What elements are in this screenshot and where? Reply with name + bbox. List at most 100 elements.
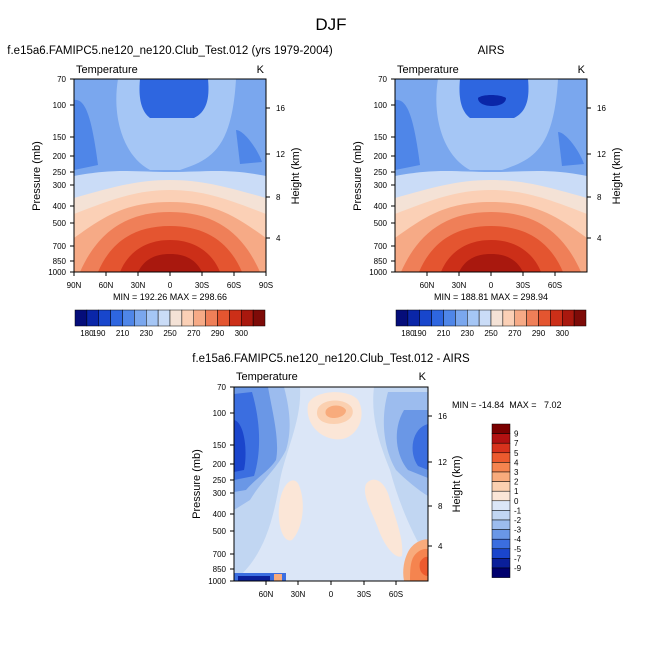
colorbar-label: -1 (514, 506, 522, 515)
contour-band (364, 479, 403, 557)
colorbar-swatch (98, 309, 111, 327)
colorbar-swatch (550, 309, 563, 327)
colorbar-swatch (490, 309, 504, 327)
contour-band (238, 576, 270, 581)
colorbar-label: 4 (514, 458, 519, 467)
y-tick-label: 250 (213, 476, 227, 485)
y-axis-title: Pressure (mb) (31, 141, 43, 211)
y-right-tick-label: 16 (276, 104, 285, 113)
colorbar-swatch (491, 423, 511, 434)
colorbar-swatch (502, 309, 515, 327)
colorbar-label: 2 (514, 478, 519, 487)
contour-band (558, 132, 584, 166)
y-tick-label: 70 (378, 75, 387, 84)
y-tick-label: 150 (53, 133, 67, 142)
x-tick-label: 30N (291, 590, 306, 599)
colorbar-swatch (491, 538, 511, 550)
x-tick-label: 30N (452, 281, 467, 290)
colorbar-label: 210 (437, 329, 451, 338)
min-max-stats: MIN = -14.84 MAX = 7.02 (452, 400, 562, 410)
colorbar-label: -7 (514, 554, 522, 563)
colorbar-swatch (134, 309, 147, 327)
colorbar-swatch (74, 309, 88, 327)
colorbar-label: 210 (116, 329, 130, 338)
contour-band (325, 405, 346, 418)
y-right-tick-label: 12 (438, 458, 447, 467)
y-right-tick-label: 8 (597, 193, 602, 202)
lat-axis: 60N 30N 0 30S 60S (259, 590, 403, 599)
colorbar-label: 270 (508, 329, 522, 338)
colorbar-label: -5 (514, 545, 522, 554)
y-tick-label: 700 (374, 242, 388, 251)
y-tick-label: 1000 (208, 577, 226, 586)
x-tick-label: 30S (195, 281, 209, 290)
y-right-tick-label: 8 (276, 193, 281, 202)
min-max-stats: MIN = 188.81 MAX = 298.94 (434, 292, 548, 302)
y-tick-label: 500 (53, 219, 67, 228)
y-right-axis-title: Height (km) (451, 456, 463, 513)
colorbar-label: 7 (514, 439, 519, 448)
colorbar-swatch (514, 309, 527, 327)
x-tick-label: 30N (131, 281, 146, 290)
colorbar-label: 290 (532, 329, 546, 338)
colorbar-swatch (407, 309, 420, 327)
x-tick-label: 30S (357, 590, 371, 599)
colorbar-swatch (491, 500, 511, 511)
colorbar-label: 190 (413, 329, 427, 338)
colorbar-swatch (491, 452, 511, 463)
colorbar-swatch (491, 481, 511, 492)
colorbar-label: -4 (514, 535, 522, 544)
height-axis: 16 12 8 4 (438, 412, 447, 551)
contour-band (139, 79, 209, 118)
contour-band (74, 99, 98, 170)
y-tick-label: 300 (374, 181, 388, 190)
colorbar-swatch (241, 309, 254, 327)
height-axis: 16 12 8 4 (276, 104, 285, 243)
panel-title: f.e15a6.FAMIPC5.ne120_ne120.Club_Test.01… (7, 45, 333, 57)
x-tick-label: 0 (489, 281, 494, 290)
y-right-tick-label: 16 (597, 104, 606, 113)
colorbar-label: 290 (211, 329, 225, 338)
y-tick-label: 70 (57, 75, 66, 84)
y-tick-label: 150 (213, 441, 227, 450)
y-tick-label: 700 (53, 242, 67, 251)
y-right-tick-label: 8 (438, 502, 443, 511)
colorbar-swatch (86, 309, 99, 327)
contour-band (412, 424, 428, 470)
colorbar-label: -2 (514, 516, 522, 525)
y-tick-label: 70 (217, 383, 226, 392)
colorbar-swatch (169, 309, 183, 327)
colorbar-swatch (252, 309, 266, 327)
contour-band (278, 480, 303, 541)
colorbar-label: 230 (140, 329, 154, 338)
colorbar-label: 190 (92, 329, 106, 338)
y-tick-label: 500 (213, 527, 227, 536)
colorbar-label: 300 (556, 329, 570, 338)
contour-band (274, 574, 282, 581)
y-tick-label: 100 (374, 101, 388, 110)
colorbar-swatch (538, 309, 551, 327)
units-label: K (257, 64, 265, 76)
y-tick-label: 500 (374, 219, 388, 228)
x-tick-label: 90N (67, 281, 82, 290)
colorbar-swatch (455, 309, 468, 327)
y-tick-label: 850 (53, 257, 67, 266)
pressure-axis: 70 100 150 200 250 300 400 500 700 850 1… (369, 75, 387, 277)
y-tick-label: 200 (213, 460, 227, 469)
colorbar-swatch (491, 567, 511, 578)
colorbar-swatch (146, 309, 159, 327)
contour-band (138, 254, 202, 272)
colorbar-swatch (443, 309, 456, 327)
variable-label: Temperature (76, 64, 138, 76)
x-tick-label: 60S (548, 281, 562, 290)
y-tick-label: 200 (374, 152, 388, 161)
y-tick-label: 1000 (48, 268, 66, 277)
y-tick-label: 400 (374, 202, 388, 211)
colorbar-label: 180 (401, 329, 415, 338)
colorbar-swatch (491, 519, 511, 530)
colorbar-label: -9 (514, 564, 522, 573)
colorbar-swatch (157, 309, 171, 327)
colorbar-swatch (395, 309, 409, 327)
